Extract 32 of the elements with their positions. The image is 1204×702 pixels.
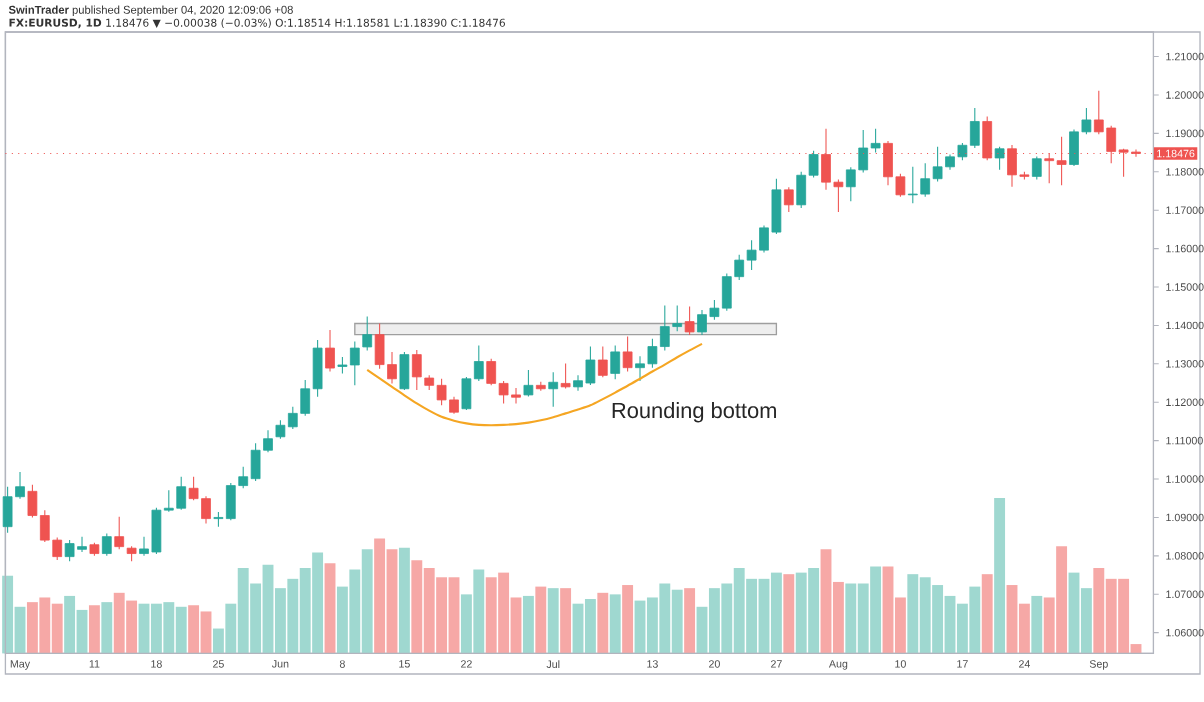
bar [101, 602, 113, 654]
bar [398, 547, 410, 654]
bar [522, 595, 534, 654]
bar [560, 588, 572, 654]
candlestick [560, 362, 571, 389]
candlestick [114, 516, 125, 550]
bar [1031, 595, 1043, 654]
candlestick [548, 371, 559, 408]
candlestick [783, 186, 794, 213]
candlestick [622, 336, 633, 373]
bar [622, 585, 634, 654]
bar [981, 574, 993, 654]
bar [684, 588, 696, 654]
bar [783, 574, 795, 654]
bar [535, 586, 547, 654]
bar [597, 592, 609, 654]
annotation: Rounding bottom [612, 402, 776, 423]
candlestick [684, 306, 695, 336]
line-series [366, 342, 704, 427]
bar [324, 563, 336, 654]
candlestick [610, 344, 621, 380]
candlestick [325, 329, 335, 373]
candlestick [399, 351, 410, 391]
bar [88, 605, 100, 654]
candlestick [597, 346, 608, 378]
candlestick [101, 533, 112, 557]
bar [994, 498, 1006, 654]
candlestick [994, 146, 1005, 171]
candlestick [1031, 155, 1042, 181]
bar [547, 588, 559, 654]
bar [609, 594, 621, 654]
candlestick [523, 369, 534, 398]
